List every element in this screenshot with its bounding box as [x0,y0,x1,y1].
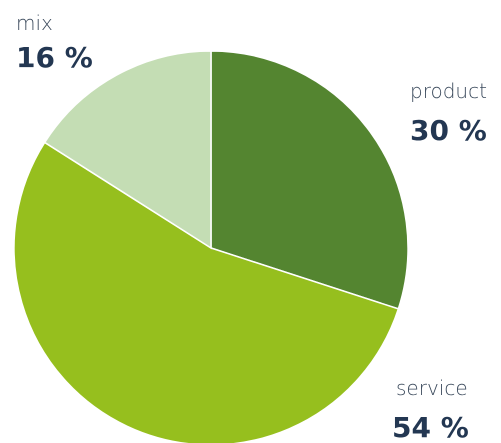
pie-slice-product [210,50,409,310]
pie-slice-service [13,141,400,443]
pie-labels: product 30 % service 54 % mix 16 % [16,11,487,443]
product-percent: 30 % [410,114,487,147]
mix-percent: 16 % [16,41,93,74]
product-label: product [410,79,487,103]
pie-slices [13,50,409,443]
service-percent: 54 % [392,411,469,443]
service-label: service [396,376,468,400]
pie-slice-mix [43,50,212,250]
mix-label: mix [16,11,53,35]
